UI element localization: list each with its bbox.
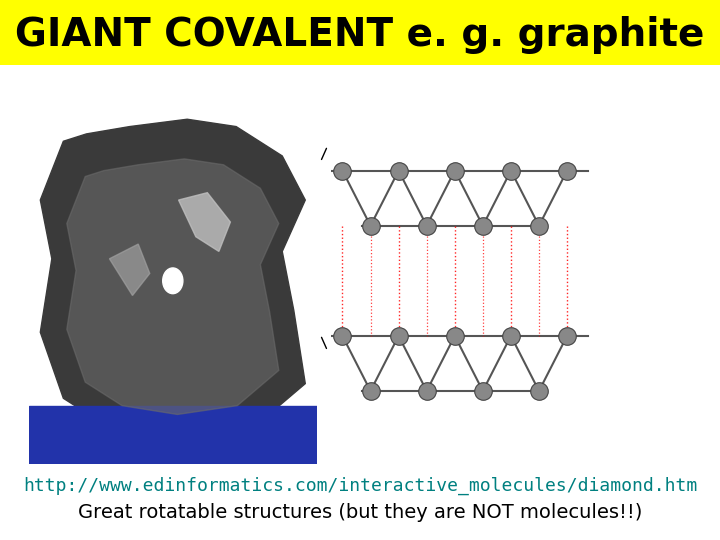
FancyBboxPatch shape bbox=[0, 0, 720, 65]
Polygon shape bbox=[29, 406, 317, 464]
Point bbox=[393, 166, 405, 175]
Point bbox=[505, 166, 517, 175]
Point bbox=[477, 387, 489, 395]
Point bbox=[534, 221, 545, 230]
Point bbox=[562, 166, 573, 175]
Point bbox=[534, 387, 545, 395]
Point bbox=[562, 332, 573, 340]
Point bbox=[337, 166, 348, 175]
Point bbox=[421, 387, 433, 395]
Polygon shape bbox=[109, 244, 150, 295]
Point bbox=[365, 221, 377, 230]
Point bbox=[421, 221, 433, 230]
Point bbox=[449, 166, 461, 175]
Point bbox=[449, 332, 461, 340]
Text: http://www.edinformatics.com/interactive_molecules/diamond.htm: http://www.edinformatics.com/interactive… bbox=[23, 477, 697, 495]
Polygon shape bbox=[67, 159, 279, 415]
Polygon shape bbox=[179, 193, 230, 252]
Point bbox=[477, 221, 489, 230]
Circle shape bbox=[163, 268, 183, 294]
Point bbox=[365, 387, 377, 395]
Text: Great rotatable structures (but they are NOT molecules!!): Great rotatable structures (but they are… bbox=[78, 503, 642, 523]
Text: GIANT COVALENT e. g. graphite: GIANT COVALENT e. g. graphite bbox=[15, 16, 705, 54]
Polygon shape bbox=[40, 119, 305, 438]
Point bbox=[337, 332, 348, 340]
Point bbox=[505, 332, 517, 340]
Point bbox=[393, 332, 405, 340]
